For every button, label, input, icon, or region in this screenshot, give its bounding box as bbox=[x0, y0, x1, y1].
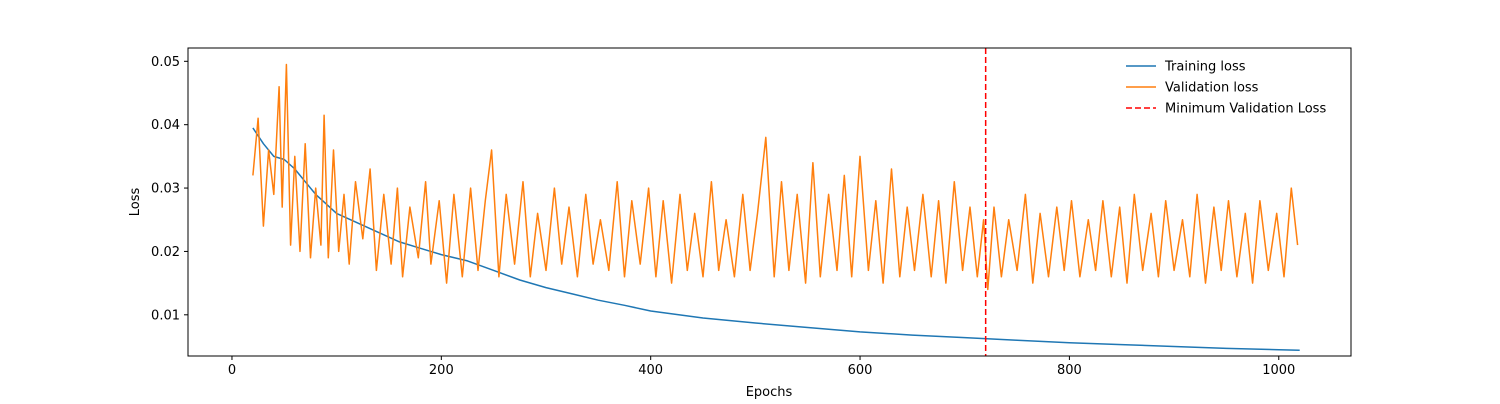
x-tick-label: 800 bbox=[1057, 363, 1082, 378]
legend-label-validation-loss: Validation loss bbox=[1165, 81, 1259, 96]
x-tick-label: 0 bbox=[228, 363, 236, 378]
series-line-training-loss bbox=[252, 127, 1300, 352]
y-tick-label: 0.04 bbox=[151, 118, 180, 133]
y-tick-label: 0.05 bbox=[151, 55, 180, 70]
y-tick-label: 0.03 bbox=[151, 182, 180, 197]
y-axis-ticks: 0.01 0.02 0.03 0.04 0.05 bbox=[151, 55, 188, 323]
legend-label-min-validation-loss: Minimum Validation Loss bbox=[1165, 102, 1326, 117]
plot-frame bbox=[187, 47, 1352, 357]
y-axis-label: Loss bbox=[128, 188, 143, 217]
y-tick-label: 0.01 bbox=[151, 308, 180, 323]
x-axis-label: Epochs bbox=[746, 385, 793, 400]
x-tick-label: 1000 bbox=[1262, 363, 1295, 378]
x-tick-label: 600 bbox=[848, 363, 873, 378]
x-tick-label: 200 bbox=[429, 363, 454, 378]
series-layer bbox=[252, 63, 1300, 352]
x-tick-label: 400 bbox=[638, 363, 663, 378]
y-tick-label: 0.02 bbox=[151, 245, 180, 260]
x-axis-ticks: 0 200 400 600 800 1000 bbox=[228, 356, 1295, 378]
legend: Training loss Validation loss Minimum Vali… bbox=[1126, 60, 1326, 117]
legend-label-training-loss: Training loss bbox=[1164, 60, 1246, 75]
series-line-validation-loss bbox=[252, 63, 1299, 291]
